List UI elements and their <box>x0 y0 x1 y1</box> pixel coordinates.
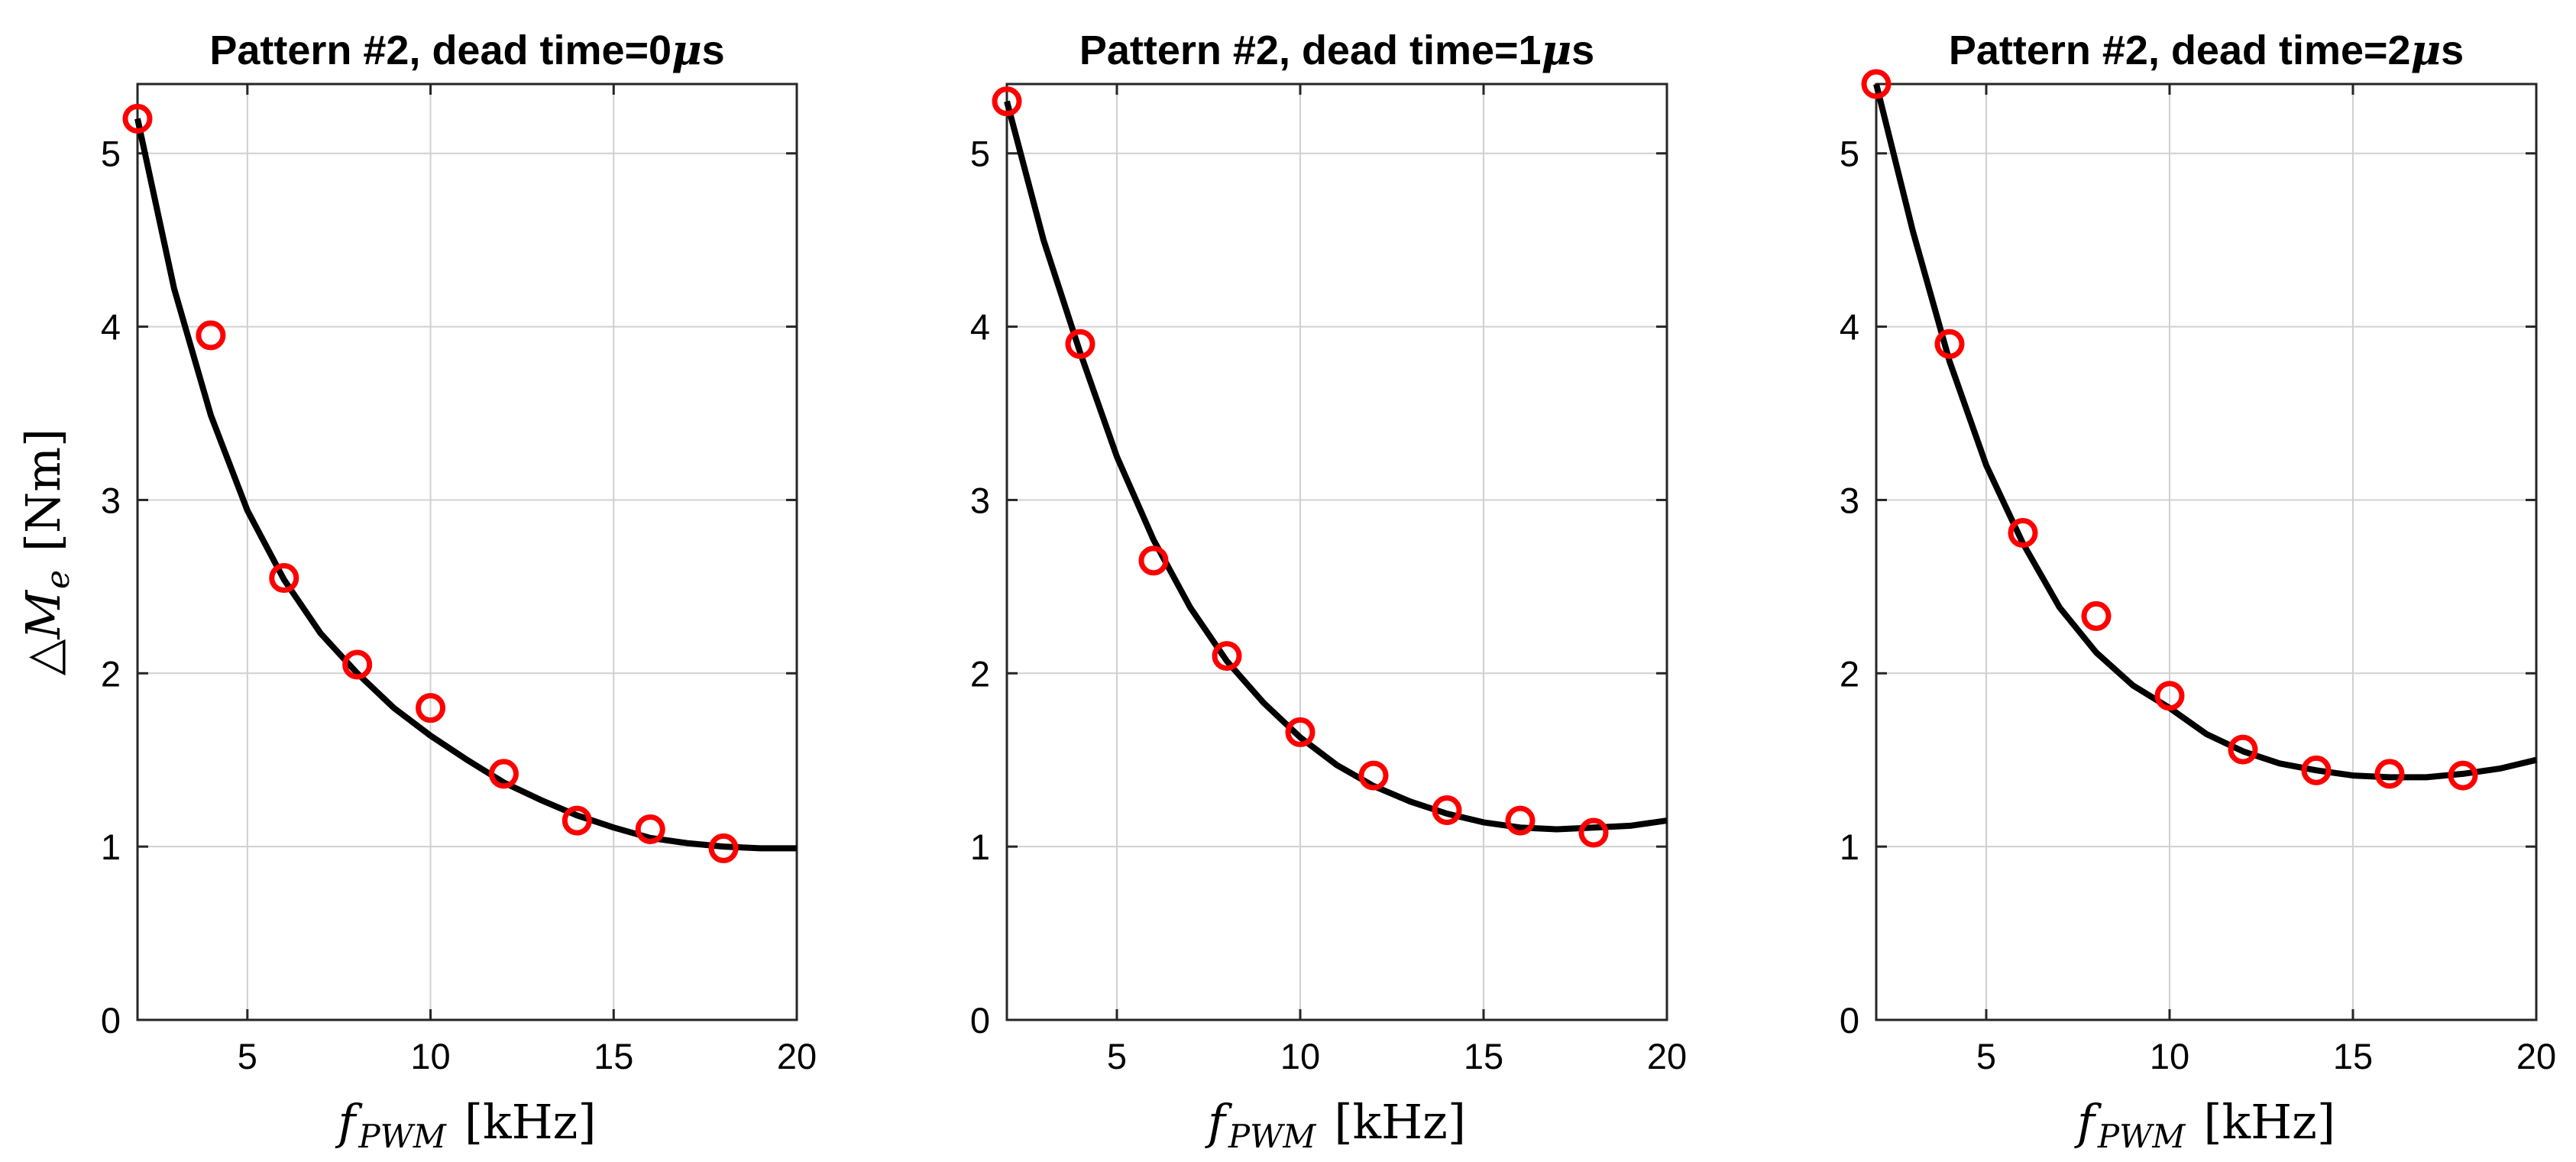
axes-box <box>1005 83 1668 1021</box>
x-axis-unit: [kHz] <box>1334 1094 1466 1150</box>
data-point-marker <box>2228 734 2258 765</box>
x-axis-subscript: PWM <box>2097 1118 2186 1155</box>
title-part: μ <box>2411 25 2442 74</box>
data-point-marker <box>1934 329 1965 359</box>
fit-curve <box>134 118 797 852</box>
title-part: s <box>702 28 725 73</box>
title-part: s <box>2441 28 2464 73</box>
x-axis-unit: [kHz] <box>2203 1094 2335 1150</box>
data-point-marker <box>488 759 519 789</box>
title-part: Pattern #2, dead time=2 <box>1949 28 2411 73</box>
x-tick-label: 15 <box>2333 1036 2373 1076</box>
data-point-marker <box>122 103 153 134</box>
title-part: μ <box>1542 25 1572 74</box>
x-axis-unit: [kHz] <box>464 1094 597 1150</box>
x-tick-label: 10 <box>2150 1036 2189 1076</box>
y-tick-label: 2 <box>970 653 990 694</box>
x-tick-label: 20 <box>777 1036 817 1076</box>
data-point-marker <box>2374 759 2405 789</box>
y-axis-symbol: △M <box>15 590 71 676</box>
y-tick-label: 1 <box>1840 827 1859 867</box>
x-tick-label: 5 <box>1976 1036 1996 1076</box>
subplot-title: Pattern #2, dead time=2μs <box>1949 25 2464 74</box>
data-point-marker <box>1285 717 1316 747</box>
x-tick-label: 10 <box>1280 1036 1320 1076</box>
data-point-marker <box>635 814 665 844</box>
data-point-marker <box>1212 641 1242 672</box>
x-tick-label: 20 <box>2516 1036 2556 1076</box>
data-point-marker <box>416 693 446 723</box>
data-point-marker <box>1065 329 1095 359</box>
data-point-marker <box>1358 760 1389 791</box>
y-tick-label: 5 <box>970 134 990 174</box>
data-point-marker <box>196 320 226 351</box>
data-point-marker <box>2301 755 2332 785</box>
data-point-marker <box>2081 600 2112 631</box>
y-tick-label: 4 <box>970 307 990 348</box>
y-axis-subscript: e <box>39 570 76 589</box>
title-part: μ <box>672 25 702 74</box>
data-point-marker <box>1578 817 1609 848</box>
y-axis-label: △Me [Nm] <box>15 429 76 675</box>
x-axis-subscript: PWM <box>358 1118 446 1155</box>
y-tick-label: 4 <box>101 307 121 348</box>
data-point-marker <box>708 833 739 863</box>
y-tick-label: 0 <box>970 1000 990 1041</box>
x-tick-label: 10 <box>410 1036 450 1076</box>
x-tick-label: 5 <box>1107 1036 1127 1076</box>
y-tick-label: 5 <box>101 134 121 174</box>
data-point-marker <box>561 805 592 836</box>
subplot-title: Pattern #2, dead time=1μs <box>1079 25 1594 74</box>
y-axis-unit: [Nm] <box>15 429 71 552</box>
y-tick-label: 3 <box>101 480 121 520</box>
data-point-marker <box>2154 681 2185 711</box>
y-tick-label: 1 <box>970 827 990 867</box>
subplot-title: Pattern #2, dead time=0μs <box>209 25 724 74</box>
y-tick-label: 2 <box>1840 653 1859 694</box>
data-point-marker <box>992 86 1022 117</box>
data-point-marker <box>269 563 299 594</box>
y-tick-label: 4 <box>1840 307 1859 348</box>
x-tick-label: 15 <box>1464 1036 1503 1076</box>
data-point-marker <box>1505 805 1536 836</box>
fit-curve <box>1004 100 1668 833</box>
y-tick-label: 0 <box>101 1000 121 1041</box>
data-point-marker <box>1138 545 1169 576</box>
data-point-marker <box>2448 760 2478 791</box>
y-tick-label: 3 <box>970 480 990 520</box>
axes-box <box>136 83 798 1021</box>
title-part: Pattern #2, dead time=0 <box>209 28 672 73</box>
x-tick-label: 15 <box>594 1036 633 1076</box>
data-point-marker <box>2008 518 2038 549</box>
x-tick-label: 20 <box>1647 1036 1687 1076</box>
y-tick-label: 2 <box>101 653 121 694</box>
data-point-marker <box>1861 69 1892 99</box>
x-tick-label: 5 <box>238 1036 257 1076</box>
x-axis-label: fPWM [kHz] <box>2074 1094 2335 1155</box>
axes-box <box>1875 83 2538 1021</box>
x-axis-subscript: PWM <box>1228 1118 1316 1155</box>
data-point-marker <box>342 649 373 680</box>
x-axis-label: fPWM [kHz] <box>335 1094 596 1155</box>
title-part: s <box>1571 28 1594 73</box>
x-axis-label: fPWM [kHz] <box>1205 1094 1466 1155</box>
y-tick-label: 3 <box>1840 480 1859 520</box>
y-tick-label: 1 <box>101 827 121 867</box>
y-tick-label: 5 <box>1840 134 1859 174</box>
title-part: Pattern #2, dead time=1 <box>1079 28 1542 73</box>
data-point-marker <box>1432 795 1462 826</box>
fit-curve <box>1873 83 2537 781</box>
y-tick-label: 0 <box>1840 1000 1859 1041</box>
